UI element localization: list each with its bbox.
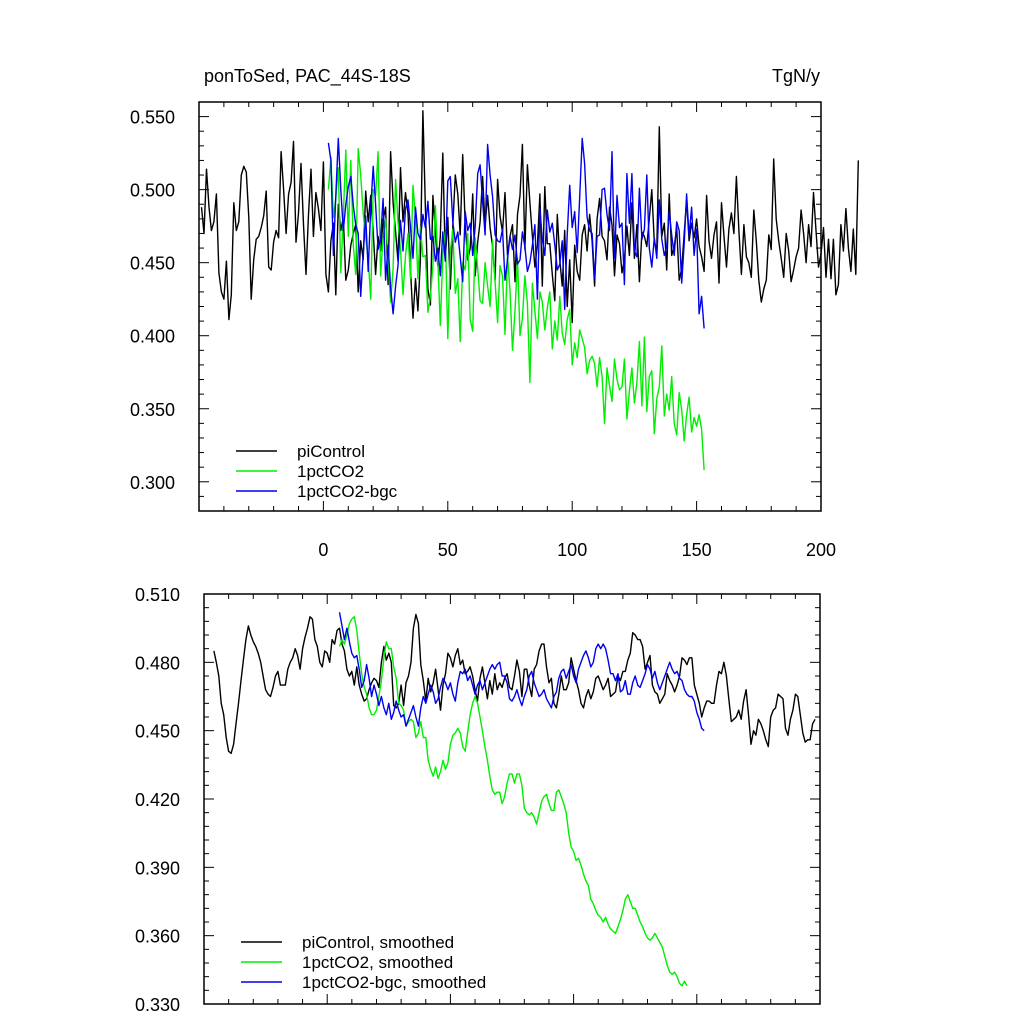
legend-label: 1pctCO2-bgc — [297, 482, 398, 501]
series-line-3 — [327, 137, 705, 329]
top-series-lines — [200, 110, 859, 471]
y-tick-label: 0.500 — [130, 181, 175, 201]
y-tick-label: 0.550 — [130, 108, 175, 128]
series-line-3 — [338, 612, 705, 732]
series-line-1 — [200, 110, 859, 324]
x-tick-label: 50 — [438, 540, 458, 560]
y-tick-label: 0.400 — [130, 327, 175, 347]
series-line-2 — [338, 616, 688, 987]
top-x-tick-labels: 0 50 100 150 200 — [318, 540, 836, 560]
y-tick-label: 0.350 — [130, 400, 175, 420]
y-tick-label: 0.480 — [135, 653, 180, 673]
bottom-plot-frame — [203, 593, 821, 1005]
bottom-series-lines — [213, 612, 816, 987]
y-tick-label: 0.510 — [135, 585, 180, 605]
bottom-y-tick-labels: 0.330 0.360 0.390 0.420 0.450 0.480 0.510 — [135, 585, 180, 1015]
y-tick-label: 0.360 — [135, 927, 180, 947]
legend-label: 1pctCO2 — [297, 462, 364, 481]
x-tick-label: 100 — [557, 540, 587, 560]
y-tick-label: 0.330 — [135, 995, 180, 1015]
series-line-1 — [213, 613, 816, 755]
y-tick-label: 0.420 — [135, 790, 180, 810]
top-axis-ticks — [198, 101, 822, 512]
top-chart-panel: ponToSed, PAC_44S-18S TgN/y 0.3000.3500.… — [130, 66, 859, 560]
legend-label: 1pctCO2-bgc, smoothed — [302, 973, 486, 992]
y-tick-label: 0.450 — [135, 722, 180, 742]
bottom-chart-panel: 0.330 0.360 0.390 0.420 0.450 0.480 0.510 piCo… — [135, 585, 821, 1015]
legend-label: piControl, smoothed — [302, 933, 454, 952]
chart-units-label: TgN/y — [772, 66, 820, 86]
legend-label: 1pctCO2, smoothed — [302, 953, 453, 972]
bottom-axis-ticks — [203, 593, 821, 1005]
x-tick-label: 150 — [682, 540, 712, 560]
y-tick-label: 0.300 — [130, 473, 175, 493]
legend-label: piControl — [297, 442, 365, 461]
top-plot-frame — [198, 101, 822, 512]
x-tick-label: 0 — [318, 540, 328, 560]
top-y-tick-labels: 0.300 0.350 0.400 0.450 0.500 0.550 — [130, 108, 175, 493]
y-tick-label: 0.450 — [130, 254, 175, 274]
x-tick-label: 200 — [806, 540, 836, 560]
chart-title: ponToSed, PAC_44S-18S — [204, 66, 411, 87]
y-tick-label: 0.390 — [135, 858, 180, 878]
